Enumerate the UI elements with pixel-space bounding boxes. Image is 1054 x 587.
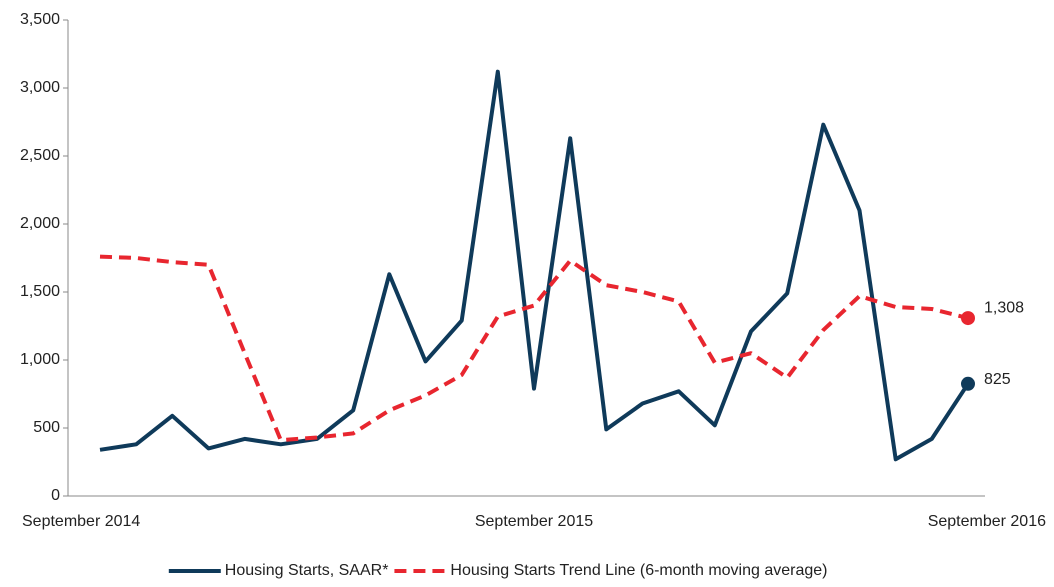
y-tick-label: 500 [33, 419, 60, 436]
end-marker [961, 311, 975, 326]
legend-label: Housing Starts, SAAR* [225, 562, 389, 579]
legend-label: Housing Starts Trend Line (6-month movin… [450, 562, 827, 579]
x-tick-label: September 2014 [22, 513, 140, 530]
y-tick-label: 2,000 [20, 215, 60, 232]
legend: Housing Starts, SAAR* Housing Starts Tren… [168, 562, 828, 579]
data-label: 1,308 [984, 299, 1024, 316]
y-tick-label: 1,000 [20, 351, 60, 368]
data-label: 825 [984, 371, 1011, 388]
y-tick-label: 3,000 [20, 79, 60, 96]
series-line [99, 69, 970, 462]
series-line [99, 254, 969, 443]
y-tick-label: 0 [51, 487, 60, 504]
y-tick-label: 1,500 [20, 283, 60, 300]
end-marker [961, 376, 975, 391]
y-tick-label: 2,500 [20, 147, 60, 164]
y-tick-label: 3,500 [20, 11, 60, 28]
x-tick-label: September 2016 [928, 513, 1046, 530]
x-tick-label: September 2015 [475, 513, 593, 530]
